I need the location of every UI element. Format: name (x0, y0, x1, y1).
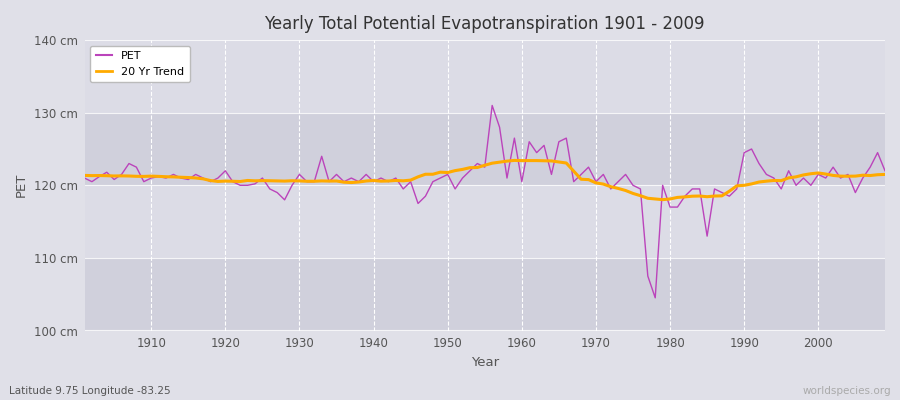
Bar (85, 40, 885, 113)
PET (517, 179, 527, 184)
20 Yr Trend (346, 180, 356, 185)
Text: worldspecies.org: worldspecies.org (803, 386, 891, 396)
PET (79, 176, 90, 180)
Line: 20 Yr Trend: 20 Yr Trend (85, 160, 885, 200)
20 Yr Trend (879, 172, 890, 177)
20 Yr Trend (613, 186, 624, 191)
PET (650, 296, 661, 300)
PET (524, 139, 535, 144)
PET (346, 176, 356, 180)
20 Yr Trend (302, 179, 312, 184)
20 Yr Trend (509, 158, 520, 163)
PET (139, 179, 149, 184)
Text: Latitude 9.75 Longitude -83.25: Latitude 9.75 Longitude -83.25 (9, 386, 171, 396)
Bar (85, 258, 885, 330)
PET (613, 179, 624, 184)
PET (487, 103, 498, 108)
20 Yr Trend (657, 197, 668, 202)
Bar (85, 113, 885, 185)
Title: Yearly Total Potential Evapotranspiration 1901 - 2009: Yearly Total Potential Evapotranspiratio… (265, 15, 705, 33)
20 Yr Trend (524, 158, 535, 163)
Bar (85, 185, 885, 258)
Line: PET: PET (85, 106, 885, 298)
20 Yr Trend (79, 173, 90, 178)
PET (302, 179, 312, 184)
20 Yr Trend (139, 174, 149, 179)
20 Yr Trend (517, 158, 527, 163)
Y-axis label: PET: PET (15, 173, 28, 198)
PET (879, 168, 890, 173)
X-axis label: Year: Year (471, 356, 499, 369)
Legend: PET, 20 Yr Trend: PET, 20 Yr Trend (90, 46, 190, 82)
